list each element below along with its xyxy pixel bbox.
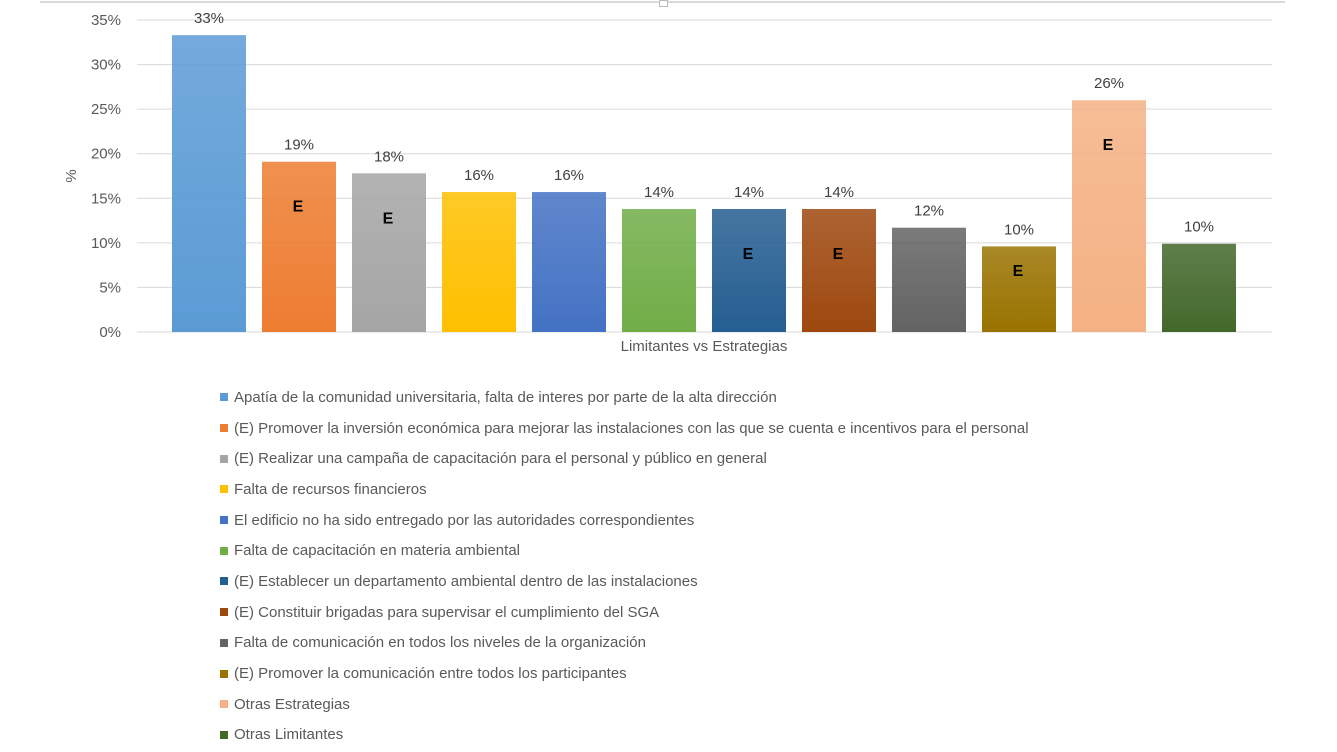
legend-item: (E) Promover la comunicación entre todos… xyxy=(220,658,1029,689)
legend-swatch xyxy=(220,485,228,494)
y-tick-label: 30% xyxy=(91,57,121,74)
bar xyxy=(172,35,246,332)
strategy-mark: E xyxy=(383,210,394,227)
legend-item: Falta de recursos financieros xyxy=(220,474,1029,505)
legend-label: (E) Realizar una campaña de capacitación… xyxy=(234,450,767,468)
legend-item: Otras Limitantes xyxy=(220,720,1029,751)
legend-item: (E) Establecer un departamento ambiental… xyxy=(220,566,1029,597)
bar xyxy=(1162,243,1236,332)
strategy-mark: E xyxy=(1103,137,1114,154)
legend-item: Falta de capacitación en materia ambient… xyxy=(220,535,1029,566)
data-label: 18% xyxy=(374,148,404,165)
data-label: 16% xyxy=(554,167,584,184)
data-label: 19% xyxy=(284,137,314,154)
resize-handle[interactable] xyxy=(659,0,668,7)
legend-swatch xyxy=(220,669,228,678)
bar xyxy=(532,192,606,332)
y-tick-label: 0% xyxy=(99,324,121,341)
legend-item: (E) Promover la inversión económica para… xyxy=(220,413,1029,444)
legend-label: Falta de comunicación en todos los nivel… xyxy=(234,634,646,652)
legend-label: Otras Limitantes xyxy=(234,726,344,744)
data-label: 14% xyxy=(734,184,764,201)
bar xyxy=(982,246,1056,332)
legend-swatch xyxy=(220,424,228,433)
legend-label: (E) Promover la inversión económica para… xyxy=(234,419,1029,437)
strategy-mark: E xyxy=(293,199,304,216)
strategy-mark: E xyxy=(833,246,844,263)
y-tick-label: 10% xyxy=(91,235,121,252)
legend-swatch xyxy=(220,608,228,617)
bar-chart: 0% 5% 10% 15% 20% 25% 30% 35%% Limitantes vs Est… xyxy=(63,10,1272,355)
bar xyxy=(442,192,516,332)
bar xyxy=(352,173,426,332)
legend-item: (E) Realizar una campaña de capacitación… xyxy=(220,443,1029,474)
x-axis-label: Limitantes vs Estrategias xyxy=(621,338,788,355)
legend-item: Otras Estrategias xyxy=(220,689,1029,720)
legend-item: Apatía de la comunidad universitaria, fa… xyxy=(220,382,1029,413)
y-axis-label: % xyxy=(63,169,80,182)
bar xyxy=(892,227,966,332)
legend-swatch xyxy=(220,638,228,647)
legend-label: (E) Establecer un departamento ambiental… xyxy=(234,572,698,590)
legend-item: El edificio no ha sido entregado por las… xyxy=(220,505,1029,536)
strategy-mark: E xyxy=(1013,263,1024,280)
data-label: 14% xyxy=(644,184,674,201)
data-label: 10% xyxy=(1184,219,1214,236)
bar xyxy=(802,208,876,332)
y-tick-label: 35% xyxy=(91,12,121,29)
data-label: 12% xyxy=(914,203,944,220)
data-label: 26% xyxy=(1094,75,1124,92)
bar xyxy=(1072,100,1146,332)
legend-label: Apatía de la comunidad universitaria, fa… xyxy=(234,388,777,406)
legend-label: Otras Estrategias xyxy=(234,695,350,713)
legend-label: (E) Constituir brigadas para supervisar … xyxy=(234,603,660,621)
legend-swatch xyxy=(220,700,228,709)
legend: Apatía de la comunidad universitaria, fa… xyxy=(220,382,1029,750)
bar xyxy=(622,208,696,332)
legend-label: El edificio no ha sido entregado por las… xyxy=(234,511,695,529)
legend-swatch xyxy=(220,454,228,463)
legend-swatch xyxy=(220,516,228,525)
y-tick-label: 5% xyxy=(99,279,121,296)
legend-label: Falta de recursos financieros xyxy=(234,480,427,498)
y-tick-label: 20% xyxy=(91,146,121,163)
legend-swatch xyxy=(220,577,228,586)
bar xyxy=(262,161,336,332)
strategy-mark: E xyxy=(743,246,754,263)
legend-swatch xyxy=(220,546,228,555)
bar xyxy=(712,208,786,332)
data-label: 33% xyxy=(194,10,224,27)
legend-swatch xyxy=(220,393,228,402)
data-label: 14% xyxy=(824,184,854,201)
legend-label: (E) Promover la comunicación entre todos… xyxy=(234,665,627,683)
y-tick-label: 15% xyxy=(91,190,121,207)
legend-item: (E) Constituir brigadas para supervisar … xyxy=(220,597,1029,628)
y-tick-label: 25% xyxy=(91,101,121,118)
legend-label: Falta de capacitación en materia ambient… xyxy=(234,542,520,560)
data-label: 16% xyxy=(464,167,494,184)
legend-swatch xyxy=(220,730,228,739)
legend-item: Falta de comunicación en todos los nivel… xyxy=(220,628,1029,659)
data-label: 10% xyxy=(1004,221,1034,238)
